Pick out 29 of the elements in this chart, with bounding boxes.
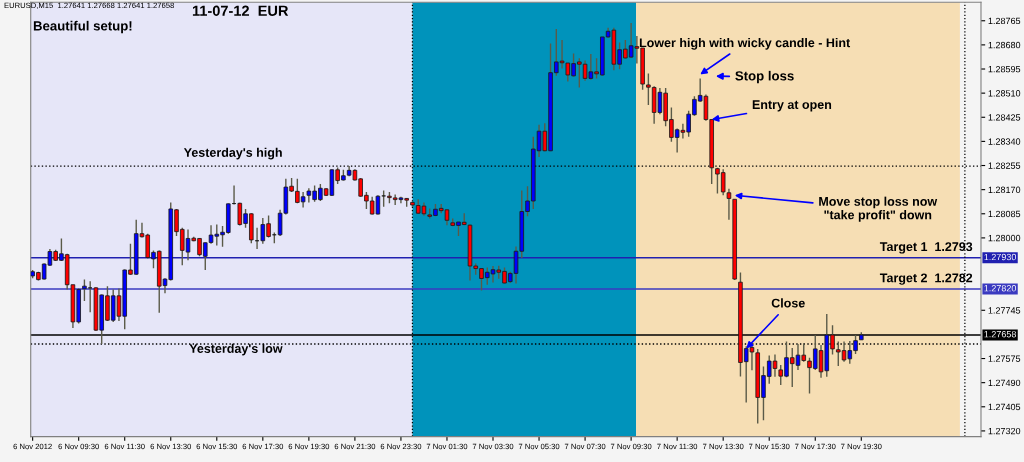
y-tick-label: 1.28425	[988, 114, 1021, 121]
ref-line-label: 1.27930	[984, 253, 1017, 261]
y-tick-label: 1.28510	[988, 90, 1021, 97]
annotation: Stop loss	[735, 70, 794, 84]
y-tick-label: 1.28170	[988, 186, 1021, 194]
ref-line-label: 1.27820	[984, 285, 1017, 292]
ref-line-label: Yesterday's high	[183, 147, 282, 160]
y-tick-label: 1.28085	[988, 210, 1021, 218]
y-tick-label: 1.27745	[988, 307, 1021, 314]
y-tick-label: 1.28680	[988, 41, 1021, 49]
y-tick-label: 1.28255	[988, 162, 1021, 169]
chart-title: 11-07-12 EUR	[192, 5, 289, 16]
annotation: Move stop loss now "take profit" down	[819, 196, 938, 222]
annotation: Target 2 1.2782	[879, 273, 973, 285]
y-tick-label: 1.28765	[988, 17, 1021, 25]
annotation: Beautiful setup!	[33, 20, 132, 34]
y-tick-label: 1.28000	[988, 234, 1021, 242]
annotation: Target 1 1.2793	[879, 242, 973, 254]
y-tick-label: 1.27490	[988, 379, 1021, 387]
annotation: Close	[771, 298, 805, 308]
y-tick-label: 1.28340	[988, 138, 1021, 145]
ref-line-label: Yesterday's low	[189, 343, 283, 356]
y-tick-label: 1.27405	[988, 403, 1021, 411]
y-tick-label: 1.28595	[988, 65, 1021, 73]
y-tick-label: 1.27575	[988, 355, 1021, 362]
ref-line-label: 1.27658	[984, 331, 1017, 338]
annotation: Lower high with wicky candle - Hint	[639, 38, 851, 50]
annotation: Entry at open	[752, 100, 832, 112]
y-tick-label: 1.27320	[988, 427, 1021, 435]
